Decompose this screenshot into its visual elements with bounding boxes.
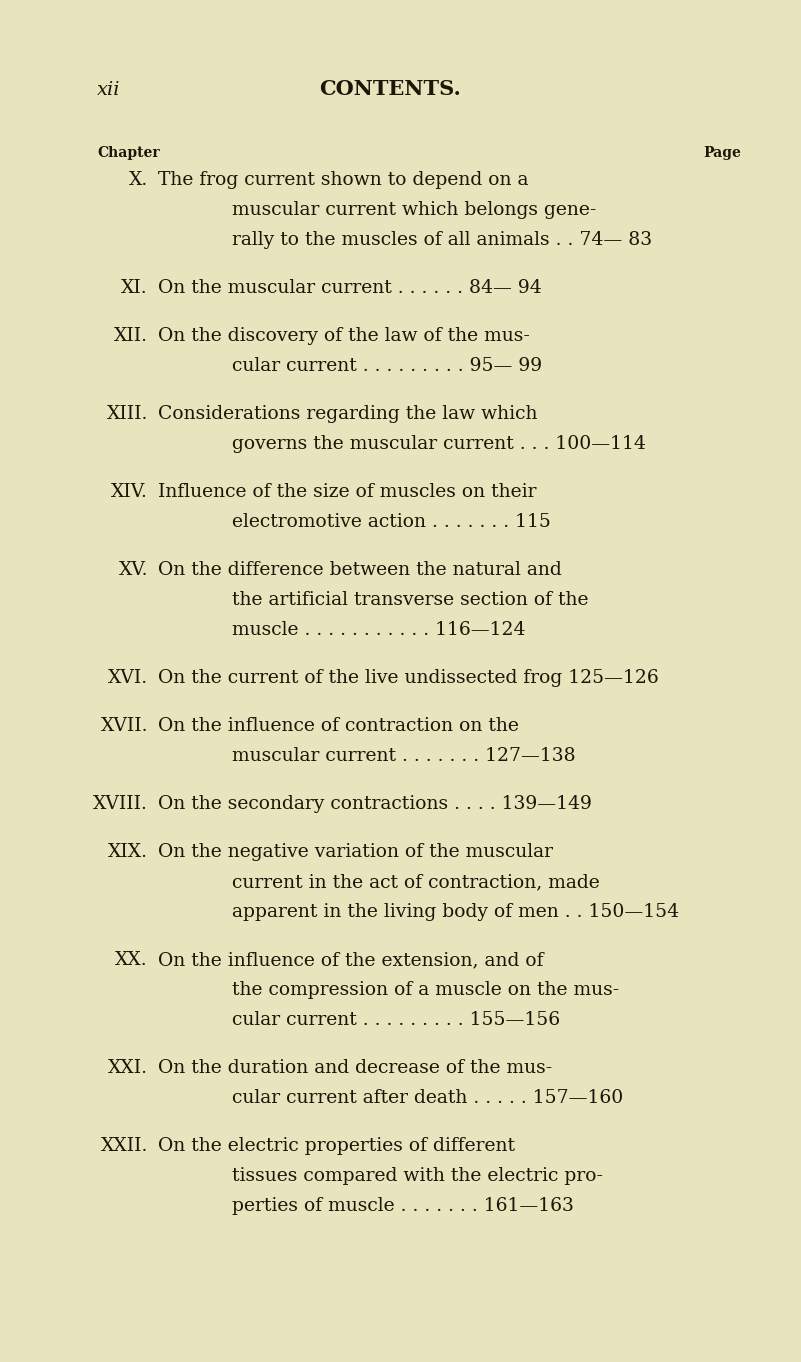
Text: CONTENTS.: CONTENTS. <box>319 79 461 99</box>
Text: On the duration and decrease of the mus-: On the duration and decrease of the mus- <box>158 1060 552 1077</box>
Text: tissues compared with the electric pro-: tissues compared with the electric pro- <box>232 1167 603 1185</box>
Text: the artificial transverse section of the: the artificial transverse section of the <box>232 591 589 609</box>
Text: XXI.: XXI. <box>108 1060 148 1077</box>
Text: XIV.: XIV. <box>111 484 148 501</box>
Text: Page: Page <box>703 146 741 159</box>
Text: cular current . . . . . . . . . 155—156: cular current . . . . . . . . . 155—156 <box>232 1011 560 1030</box>
Text: rally to the muscles of all animals . . 74— 83: rally to the muscles of all animals . . … <box>232 232 652 249</box>
Text: XVI.: XVI. <box>108 669 148 686</box>
Text: XII.: XII. <box>114 327 148 345</box>
Text: Chapter: Chapter <box>97 146 159 159</box>
Text: Considerations regarding the law which: Considerations regarding the law which <box>158 405 537 424</box>
Text: On the secondary contractions . . . . 139—149: On the secondary contractions . . . . 13… <box>158 795 592 813</box>
Text: XX.: XX. <box>115 951 148 968</box>
Text: muscular current . . . . . . . 127—138: muscular current . . . . . . . 127—138 <box>232 746 576 765</box>
Text: cular current . . . . . . . . . 95— 99: cular current . . . . . . . . . 95— 99 <box>232 357 542 375</box>
Text: On the negative variation of the muscular: On the negative variation of the muscula… <box>158 843 553 861</box>
Text: xii: xii <box>97 80 120 99</box>
Text: current in the act of contraction, made: current in the act of contraction, made <box>232 873 600 891</box>
Text: On the muscular current . . . . . . 84— 94: On the muscular current . . . . . . 84— … <box>158 279 541 297</box>
Text: XXII.: XXII. <box>101 1137 148 1155</box>
Text: Influence of the size of muscles on their: Influence of the size of muscles on thei… <box>158 484 537 501</box>
Text: muscle . . . . . . . . . . . 116—124: muscle . . . . . . . . . . . 116—124 <box>232 621 525 639</box>
Text: On the electric properties of different: On the electric properties of different <box>158 1137 515 1155</box>
Text: On the influence of contraction on the: On the influence of contraction on the <box>158 716 519 735</box>
Text: XV.: XV. <box>119 561 148 579</box>
Text: The frog current shown to depend on a: The frog current shown to depend on a <box>158 172 529 189</box>
Text: X.: X. <box>129 172 148 189</box>
Text: On the current of the live undissected frog 125—126: On the current of the live undissected f… <box>158 669 658 686</box>
Text: On the discovery of the law of the mus-: On the discovery of the law of the mus- <box>158 327 530 345</box>
Text: the compression of a muscle on the mus-: the compression of a muscle on the mus- <box>232 981 619 998</box>
Text: XIX.: XIX. <box>108 843 148 861</box>
Text: electromotive action . . . . . . . 115: electromotive action . . . . . . . 115 <box>232 513 551 531</box>
Text: cular current after death . . . . . 157—160: cular current after death . . . . . 157—… <box>232 1090 623 1107</box>
Text: XVII.: XVII. <box>100 716 148 735</box>
Text: On the difference between the natural and: On the difference between the natural an… <box>158 561 562 579</box>
Text: XVIII.: XVIII. <box>93 795 148 813</box>
Text: muscular current which belongs gene-: muscular current which belongs gene- <box>232 202 597 219</box>
Text: XI.: XI. <box>122 279 148 297</box>
Text: governs the muscular current . . . 100—114: governs the muscular current . . . 100—1… <box>232 434 646 454</box>
Text: perties of muscle . . . . . . . 161—163: perties of muscle . . . . . . . 161—163 <box>232 1197 574 1215</box>
Text: apparent in the living body of men . . 150—154: apparent in the living body of men . . 1… <box>232 903 679 921</box>
Text: XIII.: XIII. <box>107 405 148 424</box>
Text: On the influence of the extension, and of: On the influence of the extension, and o… <box>158 951 544 968</box>
